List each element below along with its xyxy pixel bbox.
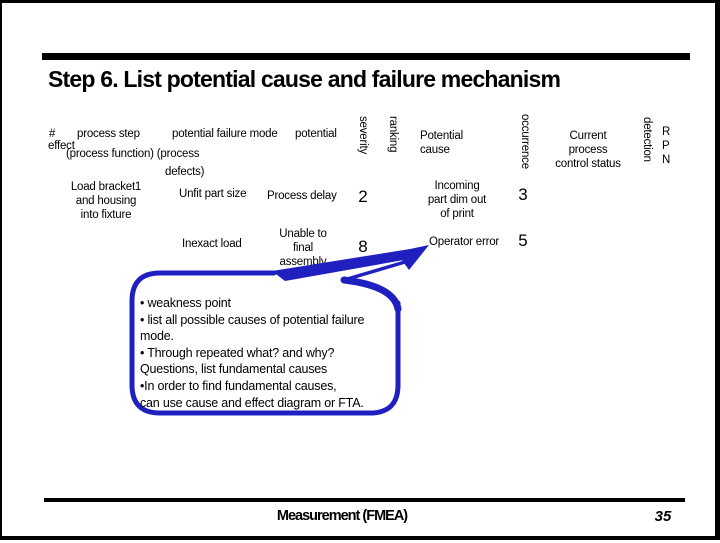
cell-occurrence: 3 [518,185,528,204]
cell-occurrence: 5 [518,231,528,250]
col-defects: defects) [165,166,205,178]
cell-process-step: Load bracket1 and housing into fixture [70,181,142,221]
col-potential: potential [295,128,337,140]
col-function-defects: (process function) (process [66,148,200,160]
col-severity: severity [357,116,369,155]
cell-effect: Process delay [267,190,337,202]
callout-note: • weakness point • list all possible cau… [140,296,365,410]
col-detection: detection [641,117,653,162]
page-title: Step 6. List potential cause and failure… [48,66,561,92]
col-rpn: R P N [662,126,671,166]
top-rule [42,53,690,60]
bottom-rule [44,498,685,502]
col-num: # [49,128,56,140]
col-occurrence: occurrence [519,114,531,169]
cell-failure-mode: Inexact load [182,238,242,250]
cell-effect: Unable to final assembly [279,228,327,268]
col-process-step: process step [77,128,140,140]
cell-severity: 8 [358,237,368,256]
cell-cause: Incoming part dim out of print [427,180,487,220]
col-ranking: ranking [387,116,399,153]
footer-label: Measurement (FMEA) [276,508,408,524]
col-failure-mode: potential failure mode [172,128,278,140]
cell-cause: Operator error [429,236,500,248]
cell-failure-mode: Unfit part size [179,188,247,200]
cell-severity: 2 [358,187,368,206]
col-potential-cause: Potential cause [420,130,463,156]
col-effect: effect [48,140,75,152]
col-current-process: Current process control status [555,130,621,170]
page-number: 35 [654,508,672,525]
